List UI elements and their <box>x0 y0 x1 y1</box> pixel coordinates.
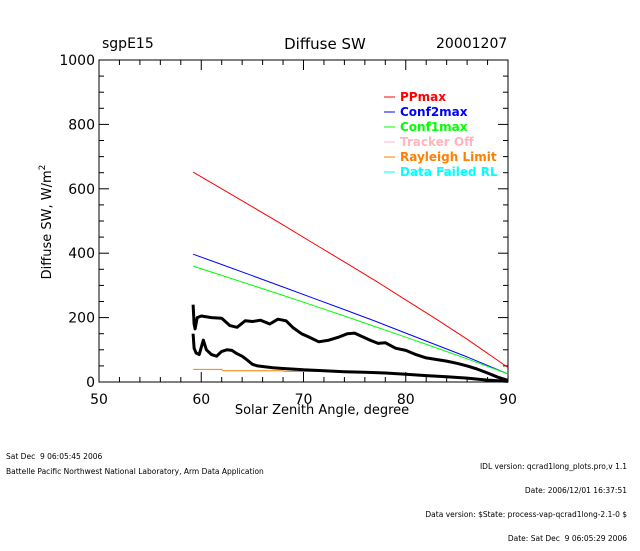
legend-label: Tracker Off <box>400 135 474 149</box>
y-tick-label: 600 <box>68 182 95 198</box>
legend-label: PPmax <box>400 90 446 104</box>
footer-version-block: IDL version: qcrad1long_plots.pro,v 1.1 … <box>425 447 627 551</box>
legend-label: Conf1max <box>400 120 468 134</box>
y-tick-label: 0 <box>86 375 95 391</box>
footer-version-line: Date: 2006/12/01 16:37:51 <box>524 486 627 495</box>
x-tick-label: 70 <box>295 392 313 408</box>
series-line-conf2max <box>192 253 509 375</box>
x-tick-label: 60 <box>192 392 210 408</box>
date-label: 20001207 <box>436 36 508 52</box>
chart: 50 60 70 80 90 0 200 400 600 800 1000 PPmaxConf2ma… <box>38 53 517 418</box>
series-line-ppmax <box>192 171 509 368</box>
series-line-conf1max <box>192 265 509 375</box>
footer-timestamp: Sat Dec 9 06:05:45 2006 <box>6 452 103 461</box>
footer-version-line: Data version: $State: process-vap-qcrad1… <box>425 510 627 519</box>
legend-label: Conf2max <box>400 105 468 119</box>
site-label: sgpE15 <box>102 36 154 52</box>
footer-credit: Battelle Pacific Northwest National Labo… <box>6 467 264 476</box>
axes: 50 60 70 80 90 0 200 400 600 800 1000 <box>59 53 517 408</box>
x-tick-label: 80 <box>397 392 415 408</box>
chart-title: Diffuse SW <box>284 35 366 53</box>
x-axis-label: Solar Zenith Angle, degree <box>235 403 409 418</box>
y-tick-label: 800 <box>68 117 95 133</box>
legend-label: Rayleigh Limit <box>400 150 497 164</box>
series-line-measured-diffuse-lower- <box>191 333 509 383</box>
footer-version-line: Date: Sat Dec 9 06:05:29 2006 <box>507 534 627 543</box>
x-tick-label: 90 <box>499 392 517 408</box>
y-axis-label: Diffuse SW, W/m2 <box>38 165 55 280</box>
series-layer <box>191 171 509 383</box>
footer-version-line: IDL version: qcrad1long_plots.pro,v 1.1 <box>479 462 627 471</box>
y-tick-label: 400 <box>68 246 95 262</box>
y-tick-label: 200 <box>68 311 95 327</box>
series-line-measured-diffuse-upper- <box>191 304 509 382</box>
x-tick-label: 50 <box>90 392 108 408</box>
legend-label: Data Failed RL <box>400 165 498 179</box>
y-tick-label: 1000 <box>59 53 95 69</box>
